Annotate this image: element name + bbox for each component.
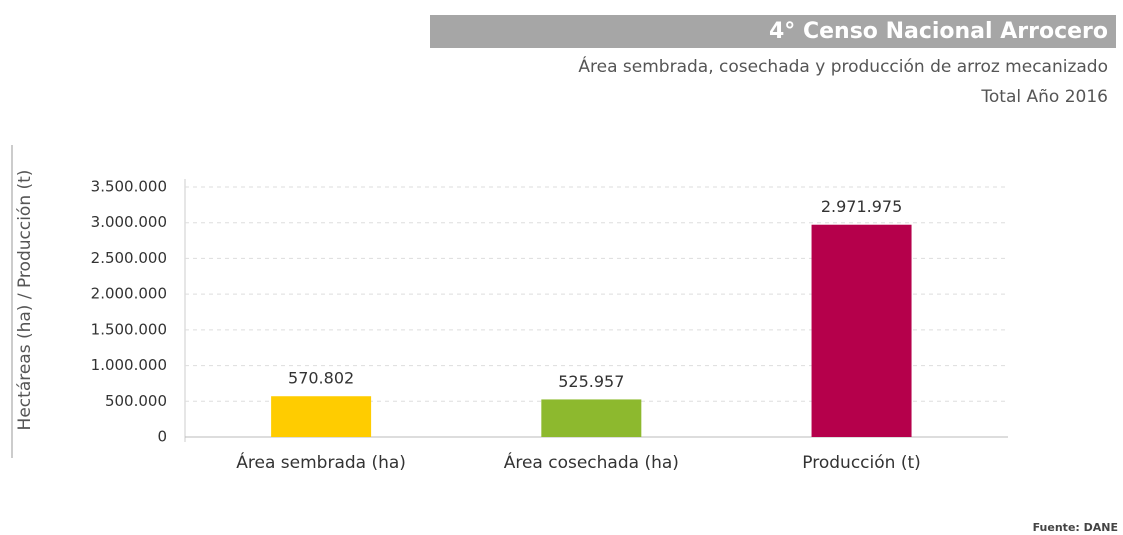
bar bbox=[271, 396, 372, 437]
y-tick-label: 3.500.000 bbox=[91, 178, 167, 196]
chart-subtitle: Total Año 2016 bbox=[980, 87, 1108, 107]
y-tick-label: 1.500.000 bbox=[91, 320, 167, 338]
bar bbox=[811, 224, 912, 437]
title-banner bbox=[430, 15, 1116, 48]
y-tick-label: 0 bbox=[157, 428, 167, 446]
y-tick-label: 2.000.000 bbox=[91, 285, 167, 303]
chart-subtitle: Área sembrada, cosechada y producción de… bbox=[578, 55, 1108, 77]
chart-title: 4° Censo Nacional Arrocero bbox=[769, 19, 1108, 44]
x-tick-label: Área sembrada (ha) bbox=[236, 451, 406, 473]
y-axis-label: Hectáreas (ha) / Producción (t) bbox=[15, 170, 35, 431]
y-tick-label: 500.000 bbox=[105, 392, 167, 410]
y-tick-label: 2.500.000 bbox=[91, 249, 167, 267]
data-label: 570.802 bbox=[288, 369, 354, 388]
bar bbox=[541, 399, 642, 437]
data-label: 525.957 bbox=[558, 372, 624, 391]
data-label: 2.971.975 bbox=[821, 197, 902, 216]
x-tick-label: Producción (t) bbox=[802, 453, 920, 473]
x-tick-label: Área cosechada (ha) bbox=[504, 451, 679, 473]
y-tick-label: 3.000.000 bbox=[91, 213, 167, 231]
y-tick-label: 1.000.000 bbox=[91, 356, 167, 374]
source: Fuente: DANE bbox=[1033, 521, 1118, 534]
